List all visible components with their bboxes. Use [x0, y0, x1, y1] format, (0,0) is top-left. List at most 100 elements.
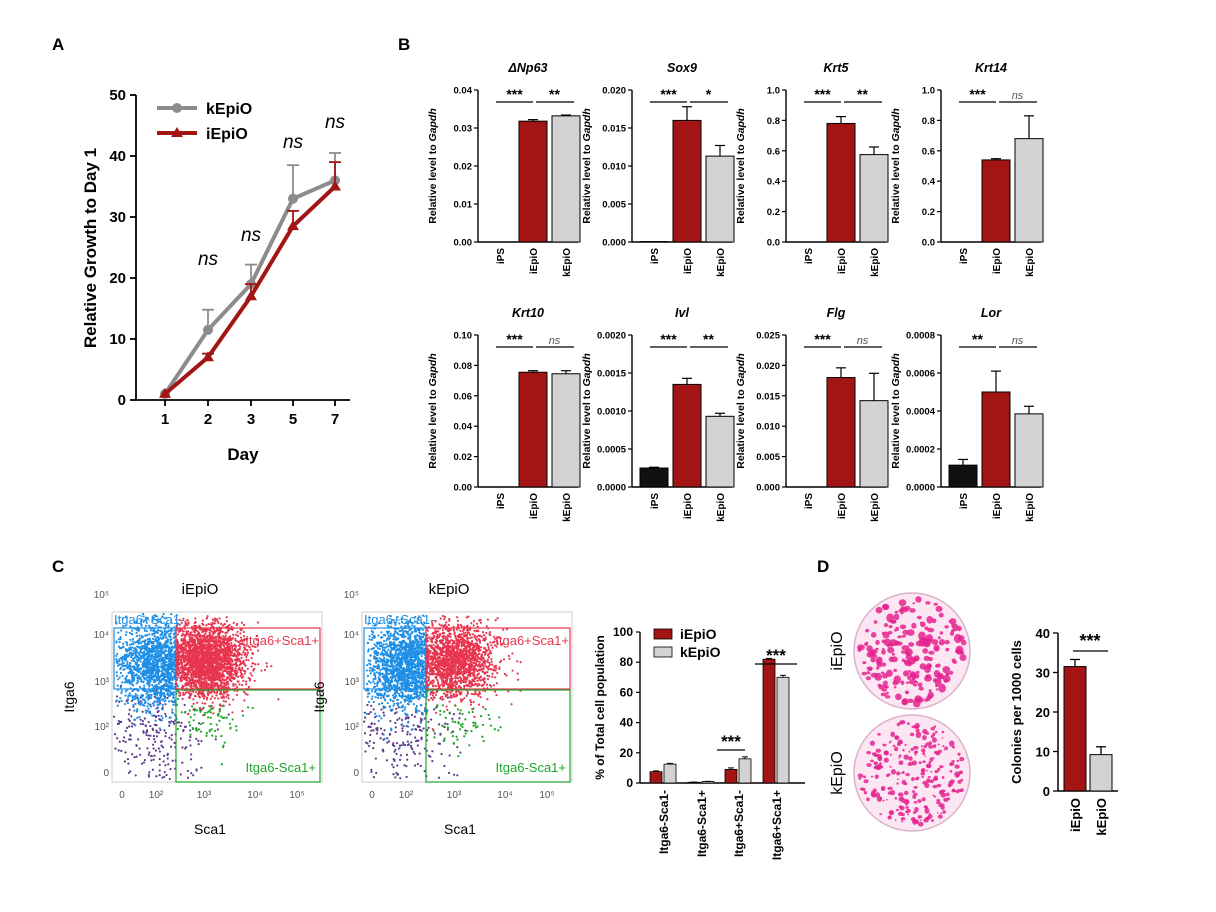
c-dot-red [222, 699, 225, 703]
b-bar-kEpiO [859, 400, 889, 488]
c-dot-red [183, 678, 186, 681]
c-dot-red [181, 671, 184, 674]
c-dot-blue [124, 647, 128, 651]
c-dot-blue [120, 699, 123, 703]
b-y-axis-label: Relative level to Gapdh [427, 108, 439, 224]
c-dot-red [184, 620, 187, 623]
c-dot-blue [377, 634, 380, 637]
c-dot-purple [192, 774, 195, 777]
c-dot-blue [163, 664, 166, 667]
c-dot-green [208, 730, 211, 733]
c-dot-purple [155, 775, 158, 778]
c-dot-purple [158, 769, 161, 772]
c-dot-red [257, 663, 260, 666]
c-dot-red [190, 683, 193, 686]
c-dot-red [263, 668, 267, 672]
c-dot-blue [125, 674, 128, 678]
c-dot-blue [148, 676, 151, 679]
c-dot-blue [153, 646, 156, 649]
c-dot-red [193, 649, 197, 652]
c-dot-blue [141, 645, 144, 648]
c-dot-purple [418, 752, 421, 755]
c-dot-green [215, 723, 218, 726]
c-dot-blue [156, 701, 159, 704]
c-dot-purple [168, 777, 171, 781]
b-y-tick-label: 0.4 [767, 177, 781, 188]
c-dot-red [192, 698, 195, 701]
c-dot-red [183, 633, 186, 637]
c-dot-red [214, 645, 217, 649]
c-dot-red [198, 696, 202, 699]
c-dot-green [209, 705, 212, 708]
b-y-axis-label: Relative level to Gapdh [890, 353, 902, 469]
c-dot-red [238, 683, 241, 686]
c-dot-blue [167, 659, 170, 663]
c-dot-purple [387, 740, 391, 743]
c-dot-blue [155, 707, 158, 710]
c-dot-blue [117, 631, 120, 634]
c-dot-red [212, 712, 215, 715]
c-dot-red [185, 677, 188, 680]
c-dot-red [221, 638, 224, 641]
c-dot-purple [406, 740, 409, 743]
c-dot-blue [159, 694, 162, 697]
c-dot-blue [156, 647, 159, 650]
c-dot-purple [124, 751, 127, 754]
c-dot-blue [169, 665, 173, 668]
c-dot-red [235, 661, 238, 664]
c-dot-red [227, 636, 230, 639]
c-dot-red [246, 667, 249, 670]
c-dot-red [194, 673, 197, 677]
c-dot-red [189, 651, 192, 654]
c-dot-red [215, 618, 218, 621]
b-subplot-title: ΔNp63 [508, 61, 548, 75]
c-dot-purple [446, 696, 450, 699]
c-dot-purple [162, 760, 165, 763]
b-x-tick-label: kEpiO [870, 248, 881, 277]
c-dot-purple [155, 724, 158, 727]
c-dot-red [201, 619, 204, 622]
c-dot-red [213, 640, 216, 643]
c-dot-red [194, 669, 197, 672]
c-dot-purple [147, 775, 151, 778]
b-y-tick-label: 0.10 [454, 331, 473, 342]
c-dot-purple [414, 736, 417, 739]
c-dot-blue [131, 674, 135, 677]
c-dot-blue [167, 675, 170, 678]
c-dot-red [185, 622, 188, 626]
c-dot-red [234, 683, 237, 686]
c-dot-purple [143, 758, 147, 762]
c-dot-purple [369, 733, 372, 737]
c-dot-blue [172, 671, 175, 674]
c-dot-red [184, 641, 188, 644]
c-dot-blue [157, 651, 160, 654]
c-dot-blue [150, 694, 153, 697]
c-dot-blue [141, 698, 145, 701]
c-dot-red [223, 646, 227, 650]
c-dot-red [249, 672, 252, 675]
c-dot-blue [119, 637, 122, 641]
c-dot-red [229, 658, 232, 661]
c-dot-blue [141, 703, 144, 707]
c-dot-blue [144, 700, 147, 704]
c-dot-blue [137, 674, 140, 677]
c-dot-red [200, 686, 203, 689]
c-dot-red [241, 666, 244, 670]
c-dot-red [236, 630, 239, 634]
c-dot-blue [163, 659, 166, 662]
c-dot-green [180, 711, 183, 714]
c-dot-blue [126, 643, 129, 647]
c-dot-blue [117, 638, 120, 641]
c-dot-blue [150, 656, 153, 659]
c-dot-blue [149, 629, 152, 632]
c-dot-blue [122, 642, 125, 645]
c-dot-purple [197, 743, 200, 746]
c-dot-red [188, 680, 191, 683]
c-dot-blue [132, 676, 135, 679]
c-dot-purple [122, 736, 126, 739]
c-dot-red [227, 625, 230, 628]
c-dot-red [186, 632, 189, 635]
c-dot-blue [149, 648, 152, 651]
c-dot-blue [137, 656, 141, 659]
